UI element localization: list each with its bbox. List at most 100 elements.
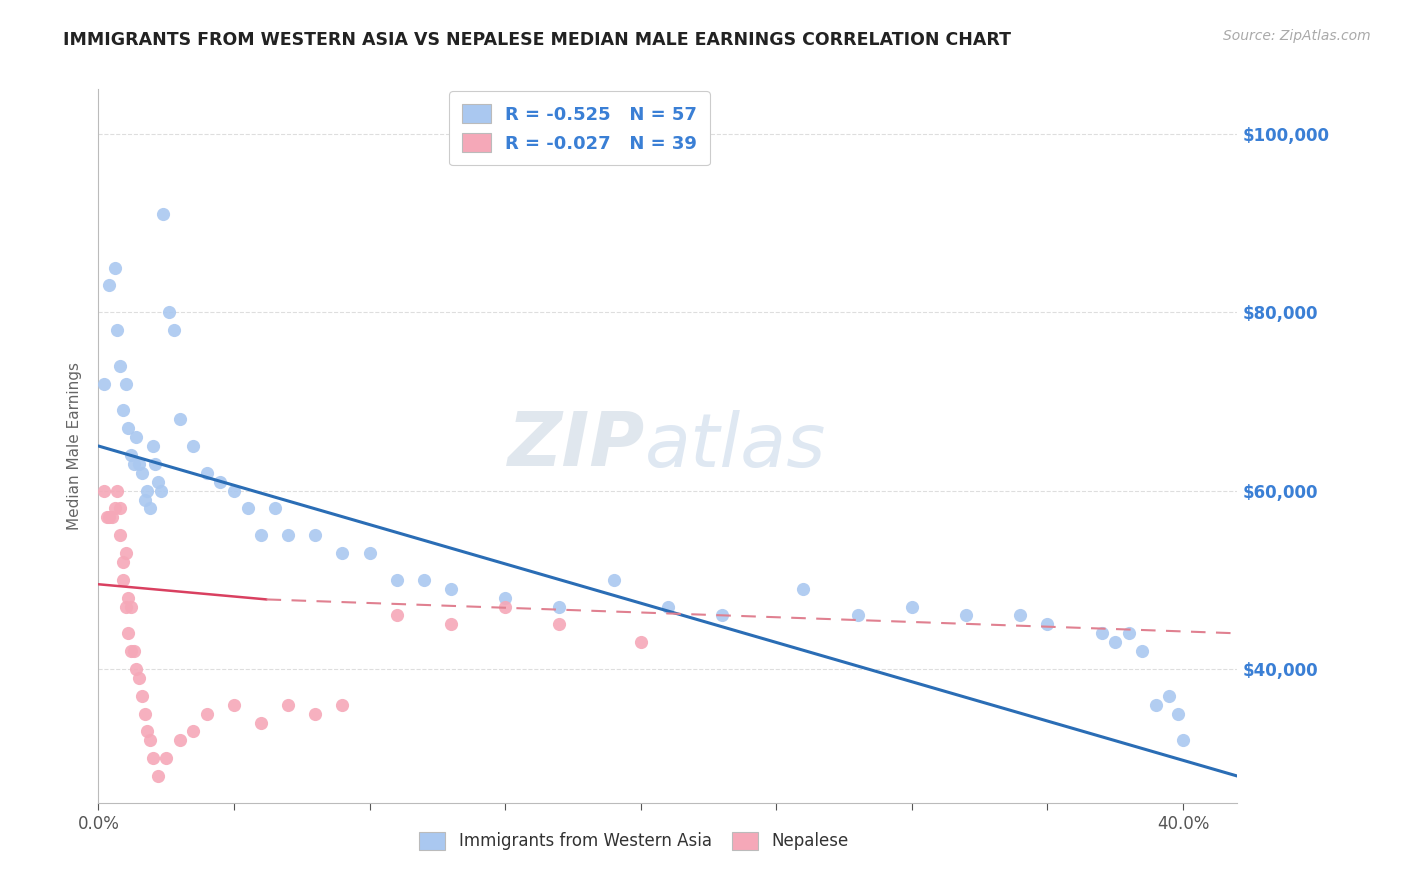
Point — [250, 528, 273, 542]
Point — [128, 671, 150, 685]
Point — [111, 555, 134, 569]
Point — [494, 591, 516, 605]
Point — [304, 528, 326, 542]
Point — [157, 305, 180, 319]
Point — [117, 421, 139, 435]
Point — [630, 635, 652, 649]
Point — [385, 608, 408, 623]
Point — [114, 546, 136, 560]
Text: IMMIGRANTS FROM WESTERN ASIA VS NEPALESE MEDIAN MALE EARNINGS CORRELATION CHART: IMMIGRANTS FROM WESTERN ASIA VS NEPALESE… — [63, 31, 1011, 49]
Point — [1132, 644, 1154, 658]
Point — [359, 546, 381, 560]
Text: ZIP: ZIP — [508, 409, 645, 483]
Point — [122, 644, 145, 658]
Point — [142, 439, 165, 453]
Point — [120, 599, 142, 614]
Point — [494, 599, 516, 614]
Point — [117, 591, 139, 605]
Point — [111, 403, 134, 417]
Point — [195, 706, 218, 721]
Point — [846, 608, 869, 623]
Point — [108, 359, 131, 373]
Point — [93, 483, 115, 498]
Point — [108, 501, 131, 516]
Point — [548, 617, 571, 632]
Point — [1104, 635, 1126, 649]
Point — [139, 733, 162, 747]
Point — [901, 599, 924, 614]
Point — [98, 278, 121, 293]
Point — [104, 260, 127, 275]
Point — [128, 457, 150, 471]
Point — [1036, 617, 1059, 632]
Text: Source: ZipAtlas.com: Source: ZipAtlas.com — [1223, 29, 1371, 43]
Point — [93, 376, 115, 391]
Point — [332, 698, 354, 712]
Point — [440, 582, 463, 596]
Point — [385, 573, 408, 587]
Point — [152, 207, 174, 221]
Point — [149, 483, 172, 498]
Point — [169, 733, 191, 747]
Point — [136, 483, 159, 498]
Point — [792, 582, 814, 596]
Point — [277, 698, 299, 712]
Point — [209, 475, 232, 489]
Point — [183, 724, 205, 739]
Point — [1144, 698, 1167, 712]
Point — [657, 599, 679, 614]
Point — [134, 706, 156, 721]
Point — [146, 769, 169, 783]
Point — [114, 376, 136, 391]
Legend: Immigrants from Western Asia, Nepalese: Immigrants from Western Asia, Nepalese — [411, 823, 858, 859]
Point — [304, 706, 326, 721]
Point — [155, 751, 177, 765]
Point — [142, 751, 165, 765]
Point — [1010, 608, 1032, 623]
Point — [104, 501, 127, 516]
Point — [134, 492, 156, 507]
Point — [1118, 626, 1140, 640]
Point — [111, 573, 134, 587]
Y-axis label: Median Male Earnings: Median Male Earnings — [67, 362, 83, 530]
Point — [440, 617, 463, 632]
Point — [1171, 733, 1194, 747]
Point — [125, 662, 148, 676]
Point — [955, 608, 977, 623]
Point — [222, 698, 245, 712]
Point — [122, 457, 145, 471]
Point — [96, 510, 118, 524]
Point — [101, 510, 124, 524]
Point — [163, 323, 186, 337]
Point — [222, 483, 245, 498]
Point — [1159, 689, 1181, 703]
Point — [107, 483, 129, 498]
Point — [548, 599, 571, 614]
Point — [146, 475, 169, 489]
Point — [236, 501, 259, 516]
Point — [145, 457, 167, 471]
Point — [117, 626, 139, 640]
Point — [120, 448, 142, 462]
Point — [107, 323, 129, 337]
Point — [98, 510, 121, 524]
Point — [412, 573, 434, 587]
Point — [195, 466, 218, 480]
Point — [332, 546, 354, 560]
Point — [169, 412, 191, 426]
Point — [131, 689, 153, 703]
Text: atlas: atlas — [645, 410, 827, 482]
Point — [602, 573, 624, 587]
Point — [114, 599, 136, 614]
Point — [250, 715, 273, 730]
Point — [120, 644, 142, 658]
Point — [277, 528, 299, 542]
Point — [1167, 706, 1189, 721]
Point — [136, 724, 159, 739]
Point — [183, 439, 205, 453]
Point — [125, 430, 148, 444]
Point — [1091, 626, 1114, 640]
Point — [711, 608, 734, 623]
Point — [108, 528, 131, 542]
Point — [263, 501, 285, 516]
